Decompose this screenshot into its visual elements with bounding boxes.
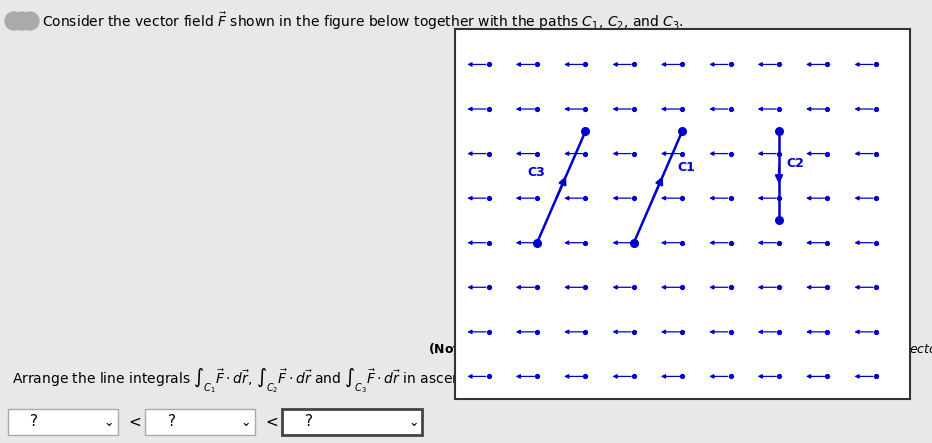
Text: ?: ? xyxy=(168,415,176,430)
Text: Consider the vector field $\vec{F}$ shown in the figure below together with the : Consider the vector field $\vec{F}$ show… xyxy=(42,10,684,32)
Text: $\bf{(Note:}$ For the vector field, vectors are shown with a dot at the $\bf{tai: $\bf{(Note:}$ For the vector field, vect… xyxy=(428,341,932,355)
Text: ⌄: ⌄ xyxy=(240,416,251,428)
FancyBboxPatch shape xyxy=(145,409,255,435)
Text: ⌄: ⌄ xyxy=(103,416,114,428)
Text: Arrange the line integrals $\int_{C_1} \vec{F} \cdot d\vec{r}$, $\int_{C_2} \vec: Arrange the line integrals $\int_{C_1} \… xyxy=(12,366,538,396)
Text: C2: C2 xyxy=(787,157,804,170)
Text: C1: C1 xyxy=(678,161,695,175)
Circle shape xyxy=(5,12,23,30)
Circle shape xyxy=(13,12,31,30)
FancyBboxPatch shape xyxy=(8,409,118,435)
Text: <: < xyxy=(265,415,278,430)
Text: <: < xyxy=(128,415,141,430)
Text: C3: C3 xyxy=(528,166,545,179)
FancyBboxPatch shape xyxy=(282,409,422,435)
Text: ?: ? xyxy=(305,415,313,430)
Circle shape xyxy=(21,12,39,30)
Text: ?: ? xyxy=(30,415,38,430)
Text: ⌄: ⌄ xyxy=(408,416,418,428)
